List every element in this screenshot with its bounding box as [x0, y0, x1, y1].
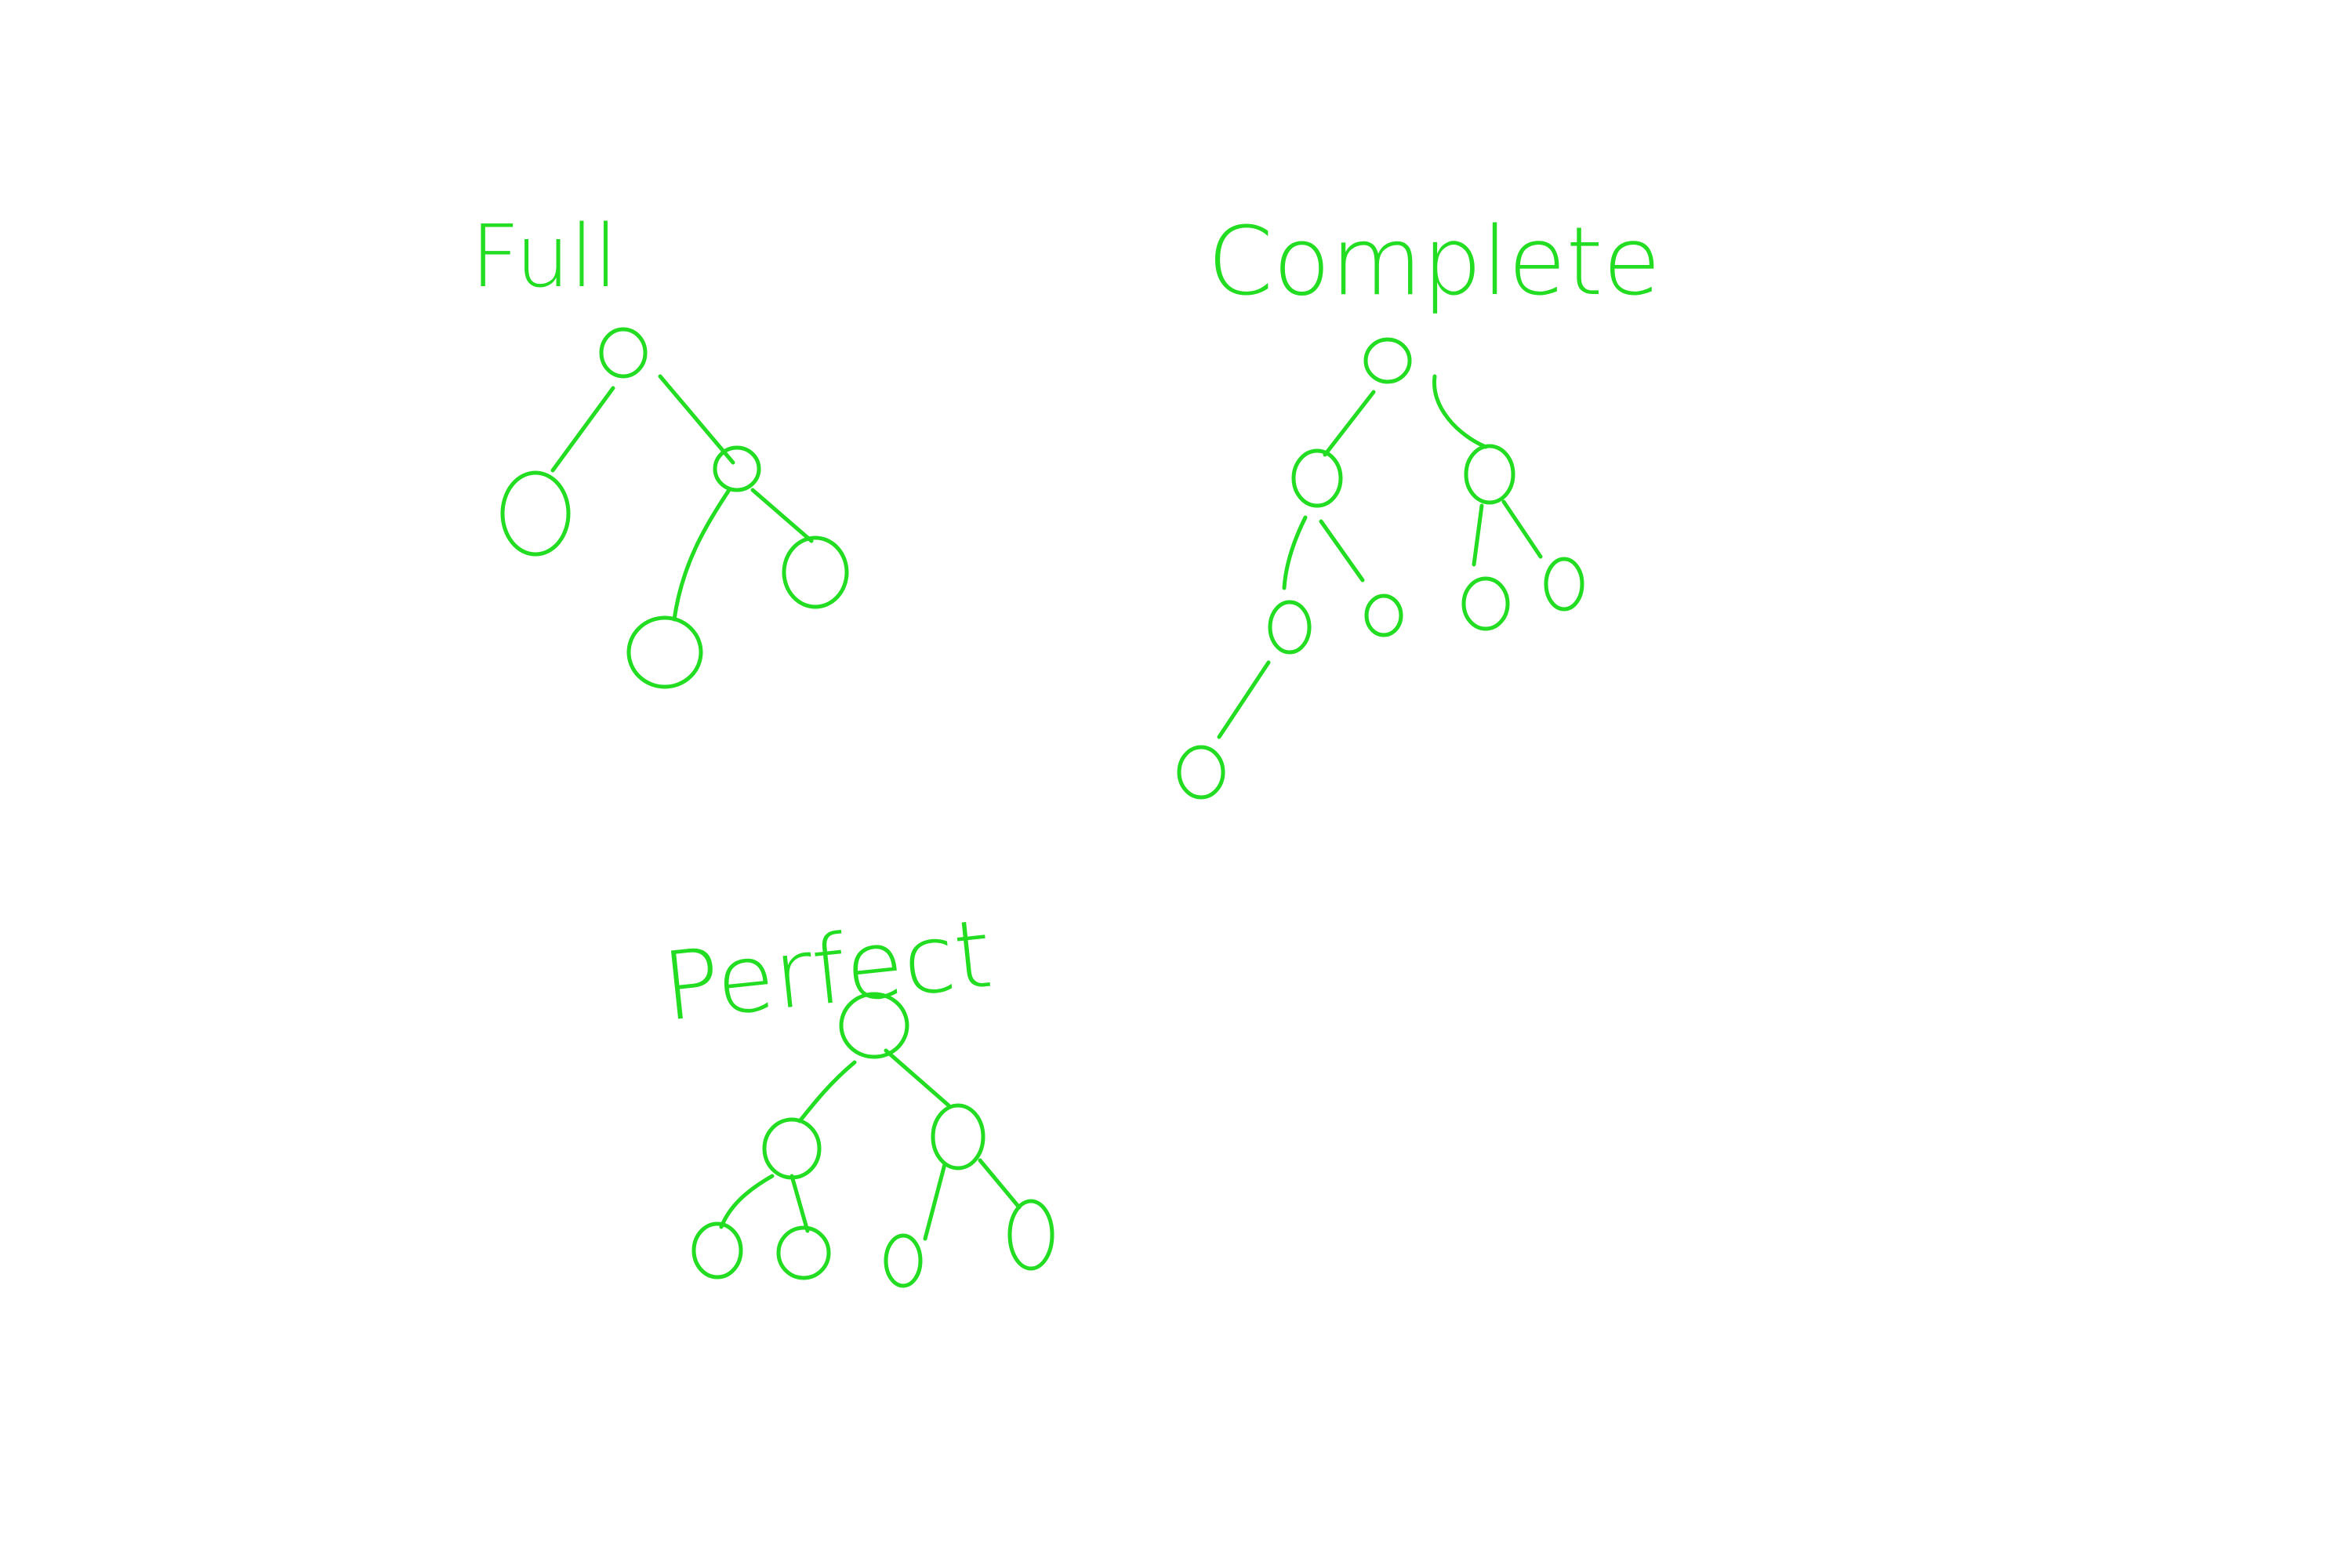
edge-root-right	[658, 374, 735, 465]
tree-node	[1268, 600, 1312, 655]
edge-root-r	[884, 1048, 951, 1108]
tree-complete: Complete	[1177, 208, 1661, 800]
edge-root-l	[797, 1060, 857, 1123]
edge-right-rightleaf	[750, 488, 814, 543]
tree-node	[713, 445, 761, 492]
tree-perfect: Perfect	[658, 900, 1054, 1288]
edge-root-l	[1323, 390, 1376, 457]
edge-right-leftleaf	[672, 488, 731, 622]
edge-r-rl	[923, 1162, 947, 1241]
edge-ll-lll	[1217, 660, 1271, 739]
tree-node	[782, 535, 849, 609]
tree-label-complete: Complete	[1207, 208, 1661, 317]
edge-l-ll	[1282, 515, 1308, 590]
tree-node	[1363, 337, 1412, 384]
edge-l-ll	[719, 1174, 775, 1229]
tree-node	[1364, 593, 1403, 637]
tree-node	[931, 1103, 985, 1171]
edge-r-rr	[1501, 499, 1543, 559]
tree-node	[500, 470, 571, 557]
tree-node	[839, 992, 909, 1059]
edge-r-rl	[1472, 503, 1484, 567]
tree-node	[762, 1117, 822, 1180]
tree-node	[599, 327, 648, 379]
tree-node	[1461, 576, 1510, 631]
tree-node	[1464, 444, 1515, 505]
edge-l-lr	[1319, 519, 1365, 583]
tree-node	[1291, 448, 1343, 508]
tree-node	[884, 1233, 923, 1288]
edge-r-rr	[978, 1158, 1022, 1210]
tree-node	[626, 615, 703, 689]
tree-node	[776, 1225, 831, 1280]
tree-node	[1544, 557, 1584, 612]
edge-l-lr	[789, 1174, 810, 1233]
tree-label-perfect: Perfect	[658, 900, 997, 1043]
tree-full: Full	[470, 206, 849, 689]
tree-node	[1177, 745, 1225, 800]
tree-node	[691, 1221, 743, 1279]
tree-node	[1007, 1199, 1054, 1271]
edge-root-left	[550, 386, 615, 473]
edge-root-r	[1432, 374, 1488, 449]
tree-label-full: Full	[470, 206, 618, 307]
